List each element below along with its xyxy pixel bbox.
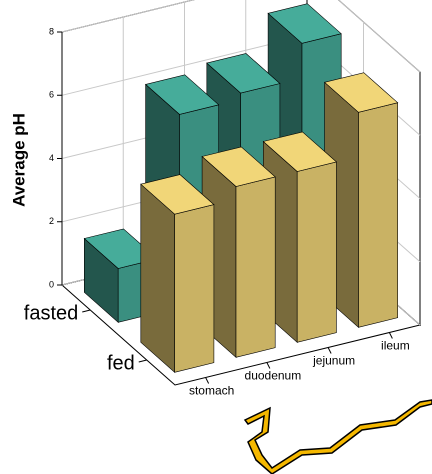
y-tick-label: 2 xyxy=(49,216,54,226)
x-tick xyxy=(267,363,270,369)
decoration xyxy=(245,400,432,474)
x-tick xyxy=(389,333,392,339)
series-label: fasted xyxy=(24,302,78,324)
bar-front xyxy=(175,205,214,373)
x-tick xyxy=(206,378,209,384)
series-label: fed xyxy=(107,352,135,374)
bars xyxy=(84,4,397,373)
y-tick-label: 8 xyxy=(49,26,54,36)
y-tick-label: 6 xyxy=(49,90,54,100)
x-tick-label: ileum xyxy=(381,339,410,353)
bar-front xyxy=(359,103,398,328)
y-axis-label: Average pH xyxy=(9,113,28,207)
x-tick xyxy=(328,348,331,354)
series-tick xyxy=(139,360,147,362)
y-tick-label: 4 xyxy=(49,153,54,163)
x-tick-label: stomach xyxy=(189,384,234,398)
bar xyxy=(141,175,214,373)
x-tick-label: duodenum xyxy=(245,369,302,383)
series-tick xyxy=(82,310,90,312)
bar-side xyxy=(141,184,175,372)
bar-front xyxy=(236,177,275,357)
y-tick-label: 0 xyxy=(49,279,54,289)
bar-front xyxy=(297,162,336,342)
x-tick-label: jejunum xyxy=(312,354,355,368)
chart: Average pH 0 2 4 6 8 stomach duodenum jejunum il… xyxy=(0,0,432,474)
